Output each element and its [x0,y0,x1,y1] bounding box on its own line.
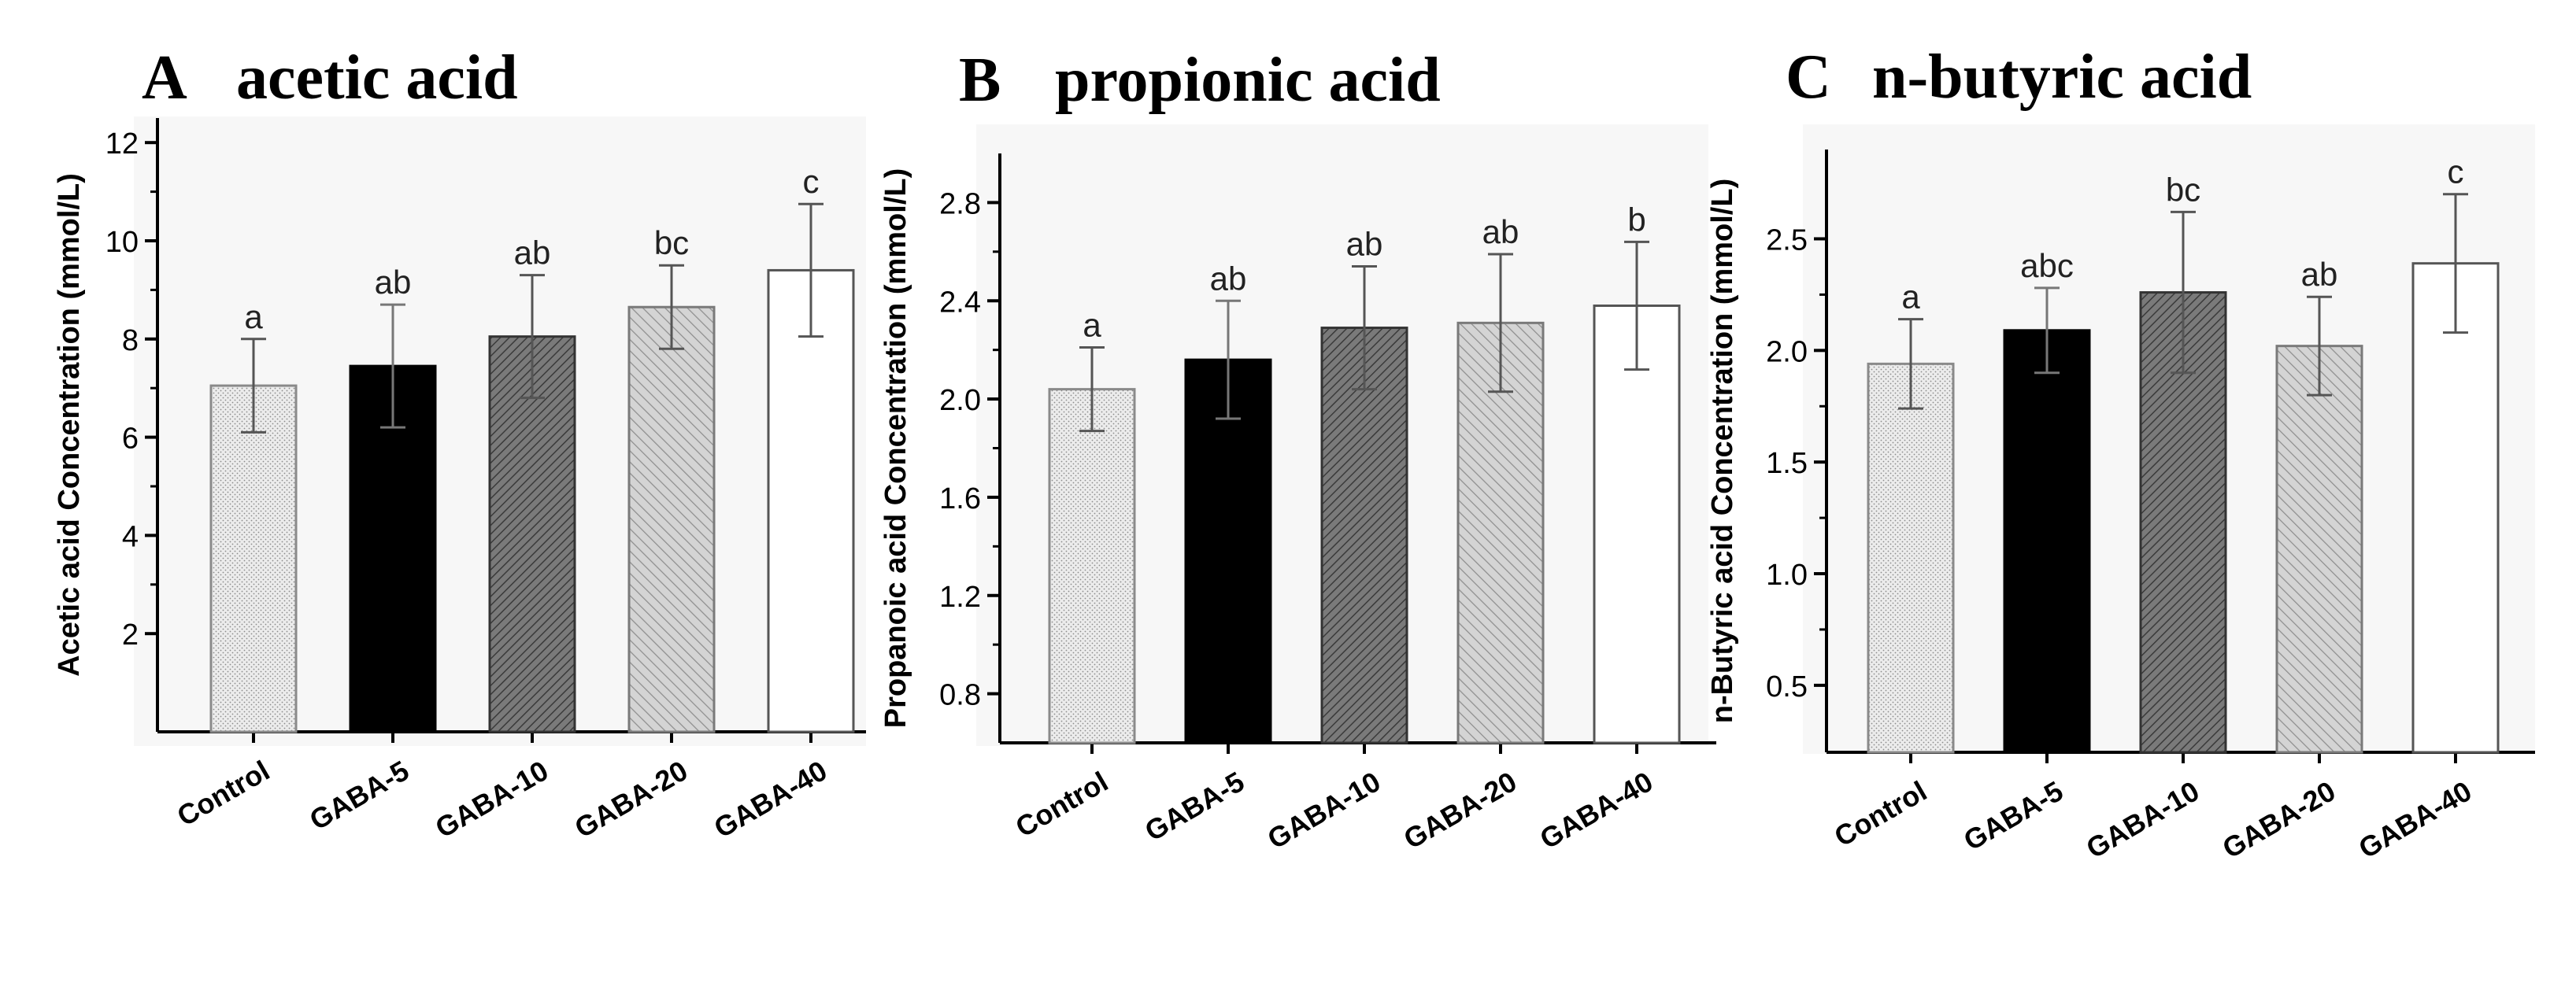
bar-control [1048,388,1136,744]
y-tick-label: 2.0 [1766,335,1808,368]
y-tick-label: 4 [122,520,139,553]
panel-letter: A [142,43,187,113]
x-tick-label: GABA-10 [430,754,553,844]
y-tick-label: 2.5 [1766,223,1808,257]
x-tick-label: GABA-20 [2217,774,2341,865]
significance-label: ab [1210,260,1247,297]
y-tick-label: 1.6 [939,482,981,515]
y-tick-label: 1.0 [1766,559,1808,592]
x-tick-label: GABA-40 [709,754,832,844]
chart-title: n-butyric acid [1872,42,2252,112]
y-axis-label: Acetic acid Concentration (mmol/L) [53,173,86,677]
bar-gaba-5 [1184,358,1272,744]
error-bar [520,274,545,400]
error-bar [1216,299,1241,420]
bar-gaba-40 [2411,262,2500,754]
x-tick-label: Control [1829,774,1932,852]
x-tick-label: GABA-10 [1262,765,1386,855]
bar-gaba-10 [1320,327,1408,744]
y-axis-label: n-Butyric acid Concentration (mmol/L) [1706,179,1739,723]
bar-control [1867,362,1955,754]
significance-label: ab [514,234,551,271]
y-tick-label: 6 [122,423,139,456]
error-bar [1898,318,1923,410]
error-bar [1352,265,1377,391]
x-tick-label: GABA-5 [304,754,414,836]
x-tick-label: Control [1010,765,1113,843]
significance-label: a [1083,307,1101,344]
y-tick-label: 2 [122,619,139,652]
x-tick-label: GABA-20 [1398,765,1522,855]
panel-letter: C [1786,42,1831,112]
y-tick-label: 2.8 [939,187,981,220]
x-tick-label: GABA-40 [2353,774,2477,865]
significance-label: a [1901,279,1920,316]
x-tick-label: GABA-5 [1958,774,2068,857]
bar-gaba-40 [1593,304,1681,744]
significance-label: a [244,298,263,335]
significance-label: ab [1346,226,1383,263]
error-bar [241,338,266,434]
x-tick-label: GABA-5 [1139,765,1249,848]
significance-label: ab [2301,256,2338,293]
significance-label: c [2448,153,2464,190]
bar-gaba-10 [488,335,576,733]
y-tick-label: 8 [122,324,139,357]
bar-gaba-20 [627,305,716,733]
y-tick-label: 1.2 [939,581,981,614]
significance-label: c [803,163,820,200]
panel-letter: B [959,46,1001,115]
error-bar [1624,240,1649,371]
y-tick-label: 10 [105,226,139,259]
y-tick-label: 2.0 [939,384,981,417]
significance-label: b [1627,201,1645,238]
error-bar [1079,346,1105,433]
chart-title: propionic acid [1055,46,1441,115]
bar-gaba-5 [349,364,437,733]
significance-label: bc [2166,171,2200,208]
error-bar [659,264,684,350]
y-axis-label: Propanoic acid Concentration (mmol/L) [879,168,912,729]
y-tick-label: 0.5 [1766,670,1808,703]
significance-label: bc [654,224,689,261]
error-bar [2307,295,2332,397]
bar-gaba-20 [2275,345,2363,754]
y-tick-label: 1.5 [1766,447,1808,480]
bar-control [209,384,298,733]
x-tick-label: GABA-20 [569,754,693,844]
x-tick-label: Control [172,754,275,832]
error-bar [2034,286,2060,375]
significance-label: ab [375,264,412,301]
chart-title: acetic acid [236,43,518,113]
y-tick-label: 0.8 [939,679,981,712]
y-tick-label: 2.4 [939,286,981,319]
x-tick-label: GABA-40 [1534,765,1658,855]
bar-gaba-40 [767,268,855,733]
bar-gaba-5 [2003,329,2091,754]
bar-gaba-20 [1456,321,1545,744]
error-bar [2443,193,2468,334]
error-bar [798,202,824,338]
significance-label: ab [1482,213,1519,250]
y-tick-label: 12 [105,127,139,161]
x-tick-label: GABA-10 [2081,774,2204,865]
error-bar [2171,210,2196,375]
error-bar [1488,253,1513,393]
significance-label: abc [2020,247,2074,284]
error-bar [380,303,405,429]
